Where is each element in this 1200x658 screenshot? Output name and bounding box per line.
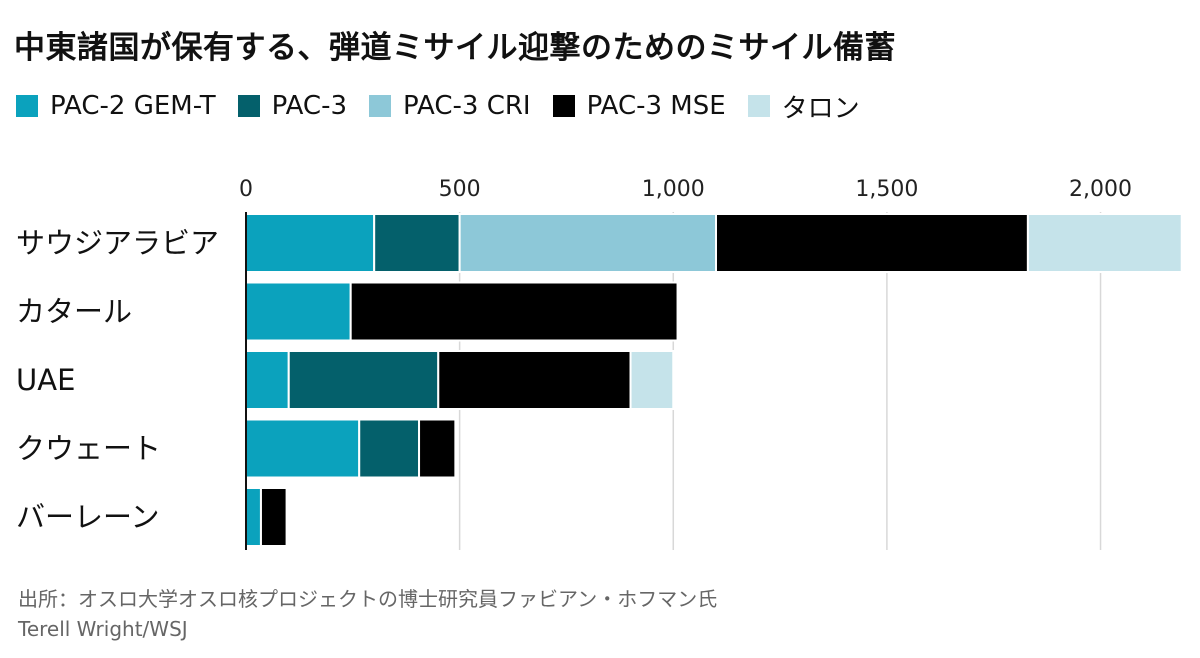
credit-text: Terell Wright/WSJ: [18, 617, 188, 641]
bar-segment: [373, 213, 461, 273]
chart-title: 中東諸国が保有する、弾道ミサイル迎撃のためのミサイル備蓄: [14, 30, 896, 66]
legend-swatch: [747, 95, 770, 117]
bar-segment: [358, 418, 421, 479]
legend-item: PAC-3 CRI: [369, 91, 531, 121]
legend-label: PAC-3 CRI: [403, 91, 531, 121]
legend-label: PAC-3: [271, 91, 348, 121]
category-label: カタール: [16, 295, 132, 329]
x-tick-label: 1,500: [855, 177, 918, 202]
bar-segment: [629, 350, 675, 410]
bar-segment: [418, 418, 457, 479]
bar-segment: [287, 350, 440, 410]
legend-swatch: [16, 95, 38, 117]
legend-swatch: [552, 95, 575, 117]
bar-segment: [715, 213, 1029, 273]
category-label: バーレーン: [16, 500, 160, 534]
bar-segment: [349, 281, 679, 342]
category-label: クウェート: [16, 432, 161, 466]
legend-item: PAC-2 GEM-T: [16, 91, 216, 121]
legend-item: PAC-3 MSE: [552, 91, 726, 121]
chart-legend: PAC-2 GEM-T PAC-3 PAC-3 CRI PAC-3 MSE タロン: [16, 86, 882, 126]
source-text: 出所：オスロ大学オスロ核プロジェクトの博士研究員ファビアン・ホフマン氏: [18, 587, 718, 611]
category-label: UAE: [16, 363, 75, 397]
legend-label: PAC-2 GEM-T: [50, 91, 216, 121]
x-tick-label: 1,000: [642, 177, 705, 202]
bar-segment: [245, 418, 361, 479]
bar-segment: [458, 213, 717, 273]
bar-segment: [245, 213, 376, 273]
bar-segment: [437, 350, 632, 410]
source-note: 出所：オスロ大学オスロ核プロジェクトの博士研究員ファビアン・ホフマン氏 Tere…: [18, 584, 717, 644]
bar-segment: [245, 281, 352, 342]
legend-swatch: [237, 95, 260, 117]
legend-item: PAC-3: [237, 91, 348, 121]
x-tick-label: 2,000: [1069, 177, 1132, 202]
x-tick-label: 0: [239, 177, 253, 202]
legend-label: PAC-3 MSE: [586, 91, 726, 121]
bar-segment: [245, 487, 262, 547]
bar-segment: [259, 487, 288, 547]
bar-segment: [1026, 213, 1183, 273]
bar-segment: [245, 350, 290, 410]
legend-item: タロン: [747, 88, 860, 125]
legend-label: タロン: [781, 93, 860, 124]
x-tick-label: 500: [439, 177, 481, 202]
category-label: サウジアラビア: [16, 226, 219, 260]
legend-swatch: [369, 95, 392, 117]
